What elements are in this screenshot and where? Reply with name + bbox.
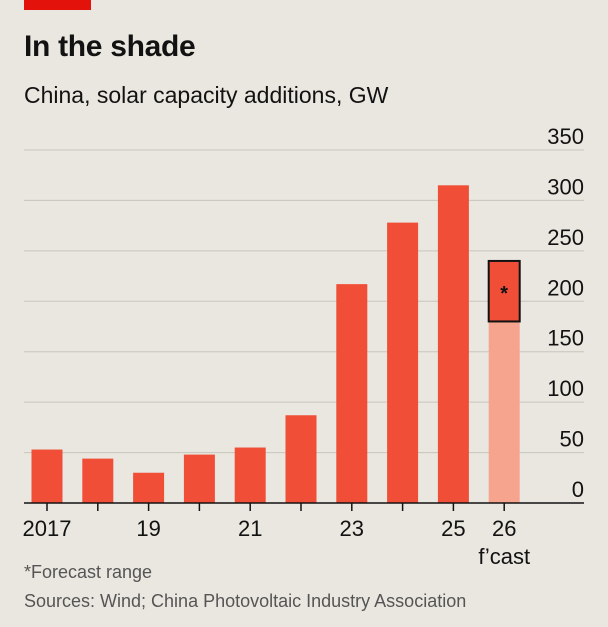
bar-2021 <box>234 447 266 503</box>
accent-bar <box>24 0 91 10</box>
x-axis: 2017 19 21 23 25 26 f’cast <box>23 502 584 565</box>
x-tick-label: 2017 <box>23 516 72 541</box>
y-tick-label: 50 <box>560 427 584 452</box>
x-tick-sublabel: f’cast <box>478 544 530 565</box>
y-tick-label: 100 <box>547 376 584 401</box>
bar-2017 <box>31 449 63 503</box>
bar-2022 <box>285 415 317 503</box>
source-note: Sources: Wind; China Photovoltaic Indust… <box>24 591 467 611</box>
forecast-range-label: * <box>500 283 508 305</box>
y-axis: 0 50 100 150 200 250 300 350 <box>547 124 584 502</box>
chart-title: In the shade <box>24 30 196 63</box>
x-tick-label: 26 <box>492 516 516 541</box>
x-tick-label: 23 <box>340 516 364 541</box>
y-tick-label: 350 <box>547 124 584 149</box>
bar-2019 <box>133 472 165 503</box>
y-tick-label: 200 <box>547 275 584 300</box>
bar-2024 <box>387 222 419 504</box>
bars <box>31 185 520 504</box>
y-tick-label: 150 <box>547 326 584 351</box>
bar-2023 <box>336 284 368 503</box>
bar-2020 <box>183 454 215 503</box>
x-tick-label: 25 <box>441 516 465 541</box>
bar-2025 <box>437 185 469 504</box>
forecast-range-band: * <box>487 259 521 323</box>
chart-subtitle: China, solar capacity additions, GW <box>24 82 389 108</box>
footnote: *Forecast range <box>24 562 153 582</box>
x-tick-label: 19 <box>136 516 160 541</box>
y-tick-label: 0 <box>572 477 584 502</box>
bar-chart: * 0 50 100 150 200 250 300 350 2017 19 21 23 25 26 f’… <box>23 124 584 565</box>
grid-lines <box>24 149 584 454</box>
bar-2018 <box>82 458 114 503</box>
forecast-range-box <box>487 259 521 323</box>
y-tick-label: 300 <box>547 174 584 199</box>
bar-forecast-2026 <box>488 321 520 503</box>
y-tick-label: 250 <box>547 225 584 250</box>
x-tick-label: 21 <box>238 516 262 541</box>
